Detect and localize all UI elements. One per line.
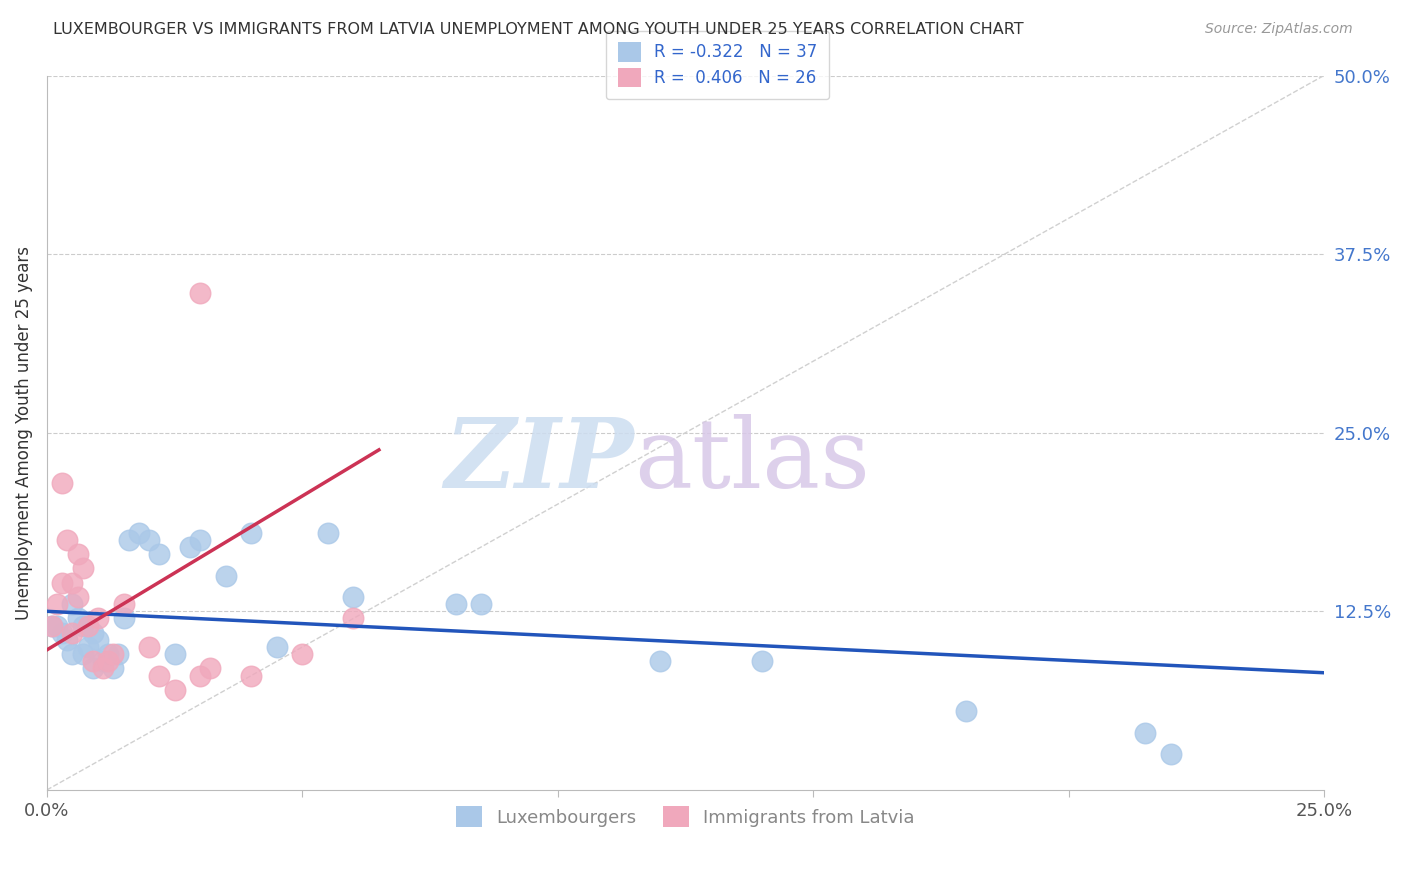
Point xyxy=(112,597,135,611)
Point xyxy=(72,618,94,632)
Point xyxy=(82,661,104,675)
Y-axis label: Unemployment Among Youth under 25 years: Unemployment Among Youth under 25 years xyxy=(15,245,32,620)
Point xyxy=(87,632,110,647)
Point xyxy=(46,597,69,611)
Point xyxy=(200,661,222,675)
Point xyxy=(107,647,129,661)
Point xyxy=(103,647,125,661)
Point xyxy=(1160,747,1182,762)
Point xyxy=(91,654,114,668)
Point xyxy=(51,625,73,640)
Point xyxy=(240,525,263,540)
Text: atlas: atlas xyxy=(634,414,870,508)
Point xyxy=(444,597,467,611)
Point xyxy=(188,668,211,682)
Point xyxy=(1133,725,1156,739)
Point xyxy=(97,654,120,668)
Point xyxy=(342,590,364,604)
Point xyxy=(291,647,314,661)
Point xyxy=(179,540,201,554)
Point xyxy=(148,547,170,561)
Point xyxy=(62,575,84,590)
Point xyxy=(188,533,211,547)
Point xyxy=(648,654,671,668)
Point xyxy=(41,618,63,632)
Point xyxy=(87,611,110,625)
Point xyxy=(41,618,63,632)
Point xyxy=(66,611,89,625)
Text: LUXEMBOURGER VS IMMIGRANTS FROM LATVIA UNEMPLOYMENT AMONG YOUTH UNDER 25 YEARS C: LUXEMBOURGER VS IMMIGRANTS FROM LATVIA U… xyxy=(53,22,1024,37)
Point xyxy=(751,654,773,668)
Point xyxy=(66,547,89,561)
Point xyxy=(62,597,84,611)
Point xyxy=(72,561,94,575)
Point xyxy=(112,611,135,625)
Point xyxy=(76,618,98,632)
Point xyxy=(91,661,114,675)
Point xyxy=(215,568,238,582)
Point xyxy=(97,647,120,661)
Point xyxy=(148,668,170,682)
Point xyxy=(103,661,125,675)
Point xyxy=(470,597,492,611)
Point xyxy=(138,533,160,547)
Point xyxy=(128,525,150,540)
Point xyxy=(955,704,977,718)
Point xyxy=(56,632,79,647)
Point xyxy=(46,618,69,632)
Text: ZIP: ZIP xyxy=(444,414,634,508)
Point xyxy=(240,668,263,682)
Point xyxy=(62,647,84,661)
Point xyxy=(138,640,160,654)
Point xyxy=(66,590,89,604)
Legend: Luxembourgers, Immigrants from Latvia: Luxembourgers, Immigrants from Latvia xyxy=(449,799,922,835)
Point xyxy=(72,647,94,661)
Point xyxy=(51,575,73,590)
Point xyxy=(56,533,79,547)
Text: Source: ZipAtlas.com: Source: ZipAtlas.com xyxy=(1205,22,1353,37)
Point xyxy=(62,625,84,640)
Point xyxy=(342,611,364,625)
Point xyxy=(316,525,339,540)
Point xyxy=(76,640,98,654)
Point xyxy=(163,647,186,661)
Point xyxy=(51,475,73,490)
Point xyxy=(82,625,104,640)
Point xyxy=(266,640,288,654)
Point xyxy=(163,682,186,697)
Point xyxy=(117,533,139,547)
Point xyxy=(82,654,104,668)
Point xyxy=(188,285,211,300)
